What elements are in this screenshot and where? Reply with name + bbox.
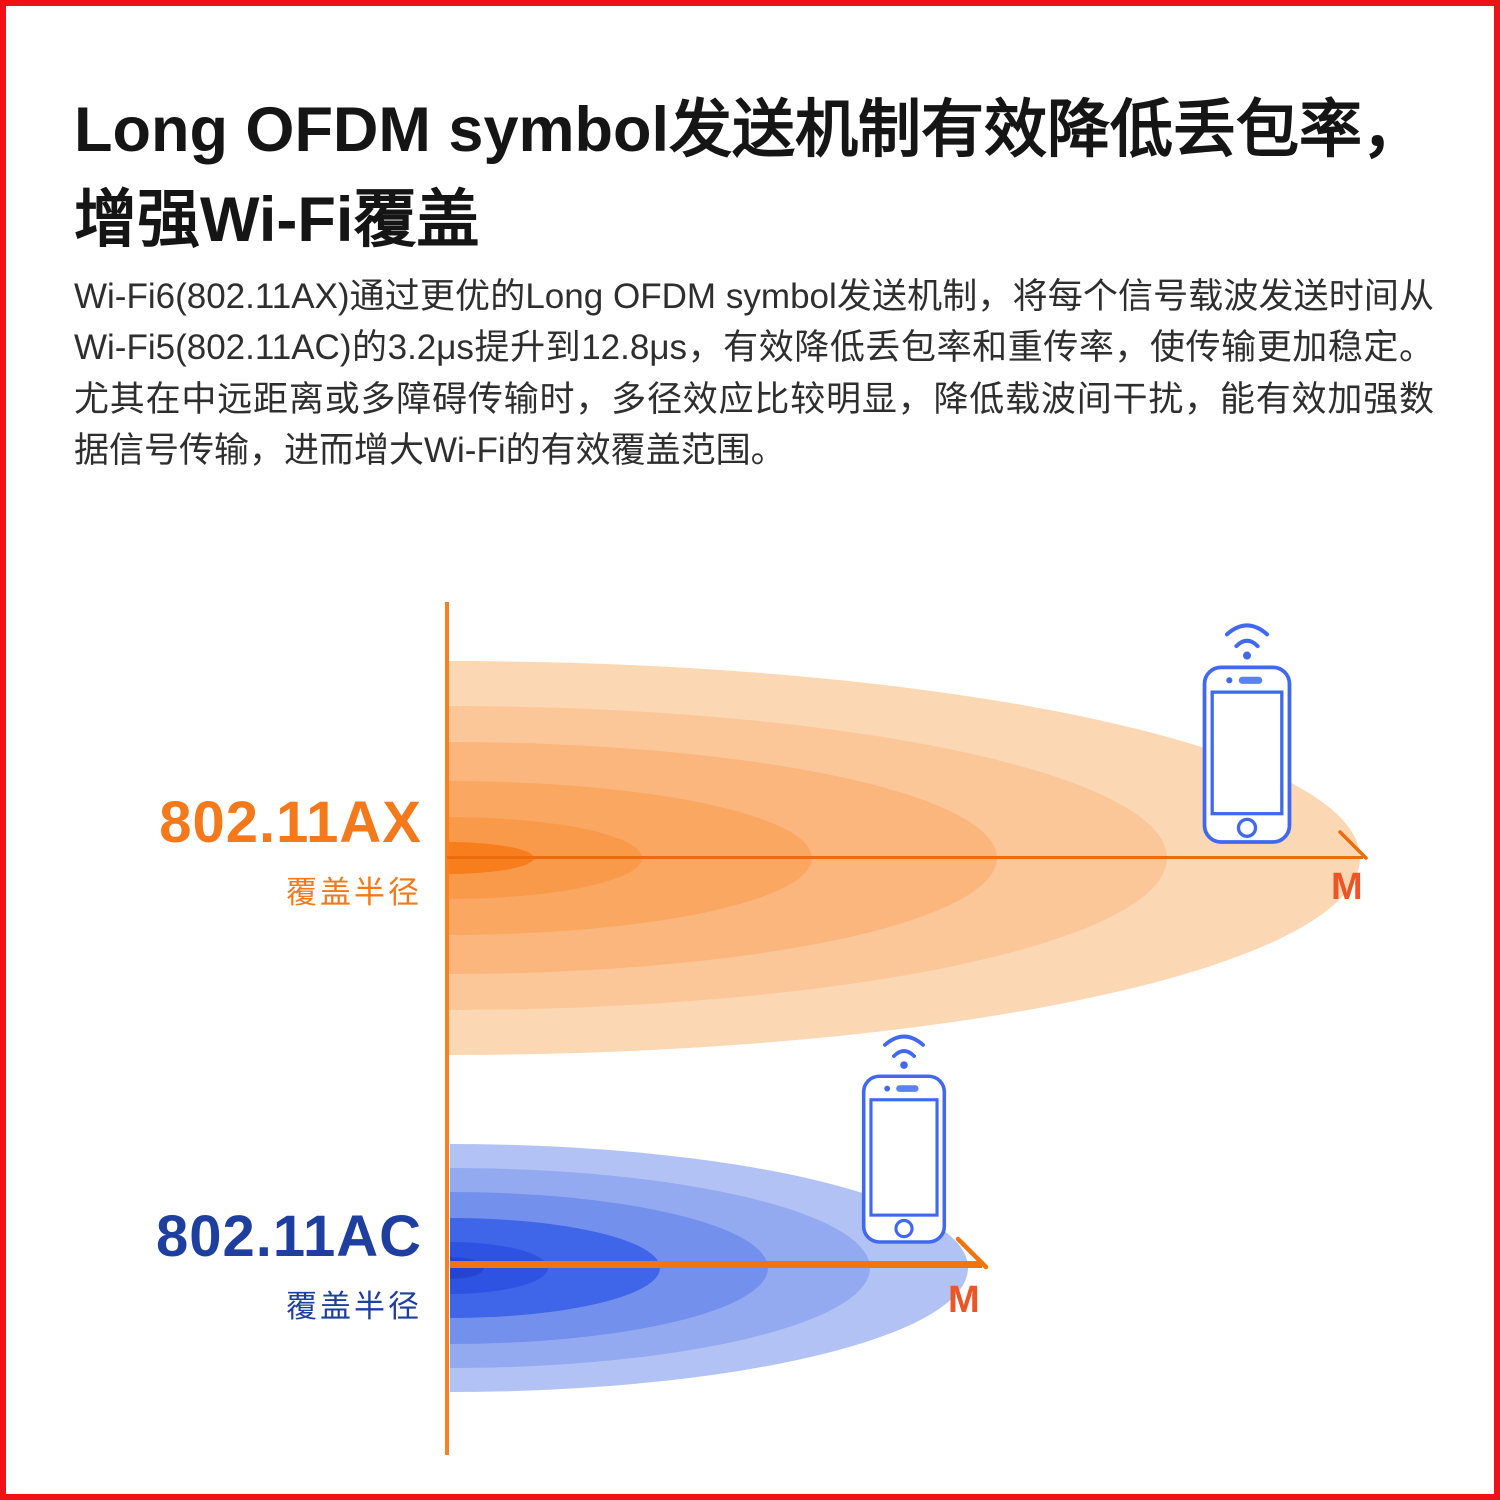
wifi5-axis-arrowhead-icon — [955, 1236, 989, 1270]
wifi5-standard-name: 802.11AC — [156, 1204, 422, 1269]
wifi6-coverage-ellipses — [447, 600, 1387, 1060]
page-title-line-2: 增强Wi-Fi覆盖 — [74, 184, 480, 255]
wifi5-coverage-caption: 覆盖半径 — [286, 1289, 422, 1324]
wifi6-standard-name: 802.11AX — [159, 790, 422, 855]
page-title: Long OFDM symbol发送机制有效降低丢包率， 增强Wi-Fi覆盖 — [74, 86, 1474, 265]
wifi5-axis-unit-label: M — [948, 1279, 980, 1321]
wifi5-standard-label: 802.11AC 覆盖半径 — [60, 1208, 422, 1326]
page-title-line-1: Long OFDM symbol发送机制有效降低丢包率， — [74, 95, 1425, 166]
smartphone-icon — [1202, 665, 1292, 844]
wifi5-radius-axis-line — [450, 1261, 982, 1268]
wifi-signal-icon — [1224, 623, 1270, 660]
wifi6-coverage-caption: 覆盖半径 — [286, 875, 422, 910]
smartphone-wifi6-icon — [1202, 623, 1292, 844]
smartphone-icon — [861, 1074, 947, 1244]
wifi6-radius-axis-line — [447, 856, 1363, 859]
wifi6-axis-arrowhead-icon — [1338, 830, 1368, 860]
vertical-axis-line — [445, 602, 449, 1455]
wifi-signal-icon — [883, 1034, 925, 1069]
wifi6-axis-unit-label: M — [1331, 866, 1363, 908]
smartphone-wifi5-icon — [861, 1034, 947, 1244]
intro-paragraph: Wi-Fi6(802.11AX)通过更优的Long OFDM symbol发送机… — [74, 277, 1434, 471]
wifi6-standard-label: 802.11AX 覆盖半径 — [60, 794, 422, 912]
